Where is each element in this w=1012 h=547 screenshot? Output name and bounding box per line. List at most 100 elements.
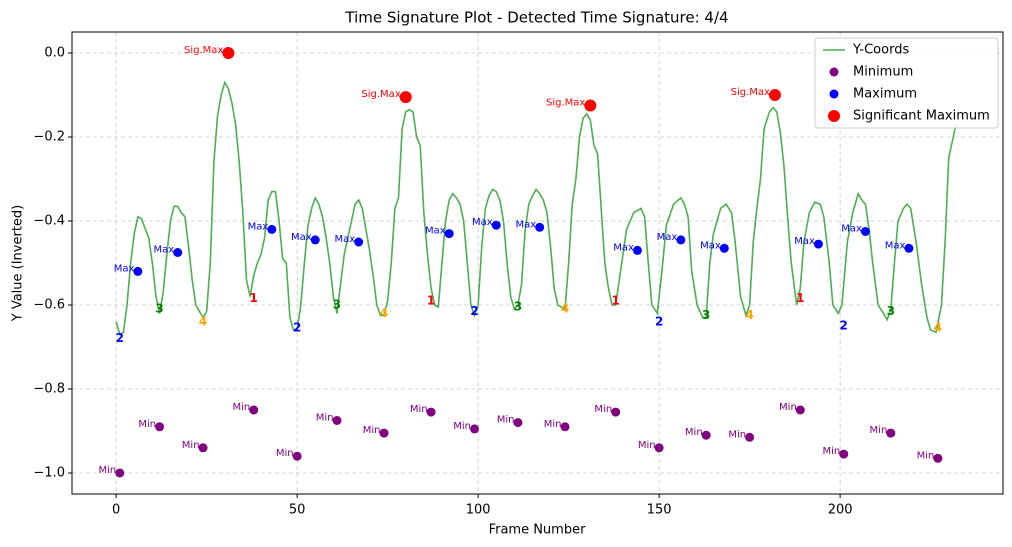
- point-label: Max: [334, 234, 355, 245]
- beat-label: 4: [934, 321, 942, 335]
- y-tick-label: −0.4: [33, 214, 65, 229]
- point-label: Max: [794, 236, 815, 247]
- point-label: Min: [453, 421, 471, 432]
- point-label: Min: [410, 404, 428, 415]
- point-label: Max: [841, 224, 862, 235]
- point-label: Max: [515, 219, 536, 230]
- legend-label: Maximum: [853, 87, 917, 102]
- point-label: Min: [138, 419, 156, 430]
- point-label: Sig.Max: [546, 98, 585, 109]
- beat-label: 2: [293, 321, 301, 335]
- x-tick-label: 150: [647, 503, 672, 518]
- beat-label: 4: [199, 314, 207, 328]
- point-label: Min: [497, 415, 515, 426]
- beat-label: 4: [745, 308, 753, 322]
- beat-label: 2: [655, 314, 663, 328]
- y-tick-label: −0.6: [33, 298, 65, 313]
- point-label: Min: [822, 446, 840, 457]
- data-point: [267, 224, 277, 234]
- x-tick-label: 100: [466, 503, 491, 518]
- point-label: Max: [425, 226, 446, 237]
- point-label: Min: [870, 425, 888, 436]
- data-point: [470, 424, 480, 434]
- data-point: [886, 428, 896, 438]
- point-label: Max: [154, 245, 175, 256]
- y-tick-label: 0.0: [44, 46, 65, 61]
- plot-frame: [71, 31, 1004, 495]
- data-point: [719, 243, 729, 253]
- point-label: Min: [316, 413, 334, 424]
- point-label: Min: [363, 425, 381, 436]
- point-label: Min: [917, 450, 935, 461]
- data-point: [155, 422, 165, 432]
- data-point: [632, 245, 642, 255]
- data-point: [115, 468, 125, 478]
- data-point: [426, 407, 436, 417]
- x-axis-label: Frame Number: [489, 523, 587, 538]
- data-point: [813, 239, 823, 249]
- point-label: Max: [885, 240, 906, 251]
- beat-label: 3: [333, 298, 341, 312]
- data-point: [399, 91, 412, 104]
- data-point: [745, 432, 755, 442]
- x-tick-label: 200: [828, 503, 853, 518]
- point-label: Max: [291, 232, 312, 243]
- point-label: Max: [700, 240, 721, 251]
- point-label: Sig.Max: [184, 45, 223, 56]
- data-point: [676, 235, 686, 245]
- y-axis-label: Y Value (Inverted): [11, 205, 26, 323]
- point-label: Min: [232, 402, 250, 413]
- point-label: Max: [613, 242, 634, 253]
- point-label: Min: [276, 448, 294, 459]
- chart-title: Time Signature Plot - Detected Time Sign…: [344, 9, 728, 27]
- data-point: [795, 405, 805, 415]
- beat-label: 3: [514, 300, 522, 314]
- beat-label: 3: [155, 302, 163, 316]
- data-point: [860, 227, 870, 236]
- data-point: [768, 89, 781, 101]
- beat-label: 2: [470, 304, 478, 318]
- data-point: [904, 243, 914, 253]
- point-label: Sig.Max: [361, 89, 400, 100]
- data-point: [584, 99, 597, 112]
- beat-label: 4: [380, 306, 388, 320]
- point-label: Min: [728, 429, 746, 440]
- legend-label: Significant Maximum: [853, 109, 990, 124]
- beat-label: 1: [796, 291, 804, 305]
- data-point: [133, 266, 143, 276]
- beat-label: 3: [887, 304, 895, 318]
- point-label: Min: [594, 404, 612, 415]
- data-point: [839, 449, 849, 459]
- point-label: Max: [248, 221, 269, 232]
- point-label: Min: [544, 419, 562, 430]
- data-point: [560, 422, 570, 432]
- legend-key: [829, 89, 839, 99]
- data-point: [249, 405, 259, 415]
- data-point: [354, 237, 364, 247]
- data-point: [701, 430, 711, 440]
- point-label: Max: [114, 263, 135, 274]
- data-point: [535, 222, 545, 232]
- data-point: [310, 235, 320, 245]
- legend: Y-Coords Minimum Maximum Significant Maximu…: [814, 37, 999, 129]
- x-tick-label: 50: [289, 503, 306, 518]
- data-point: [611, 407, 621, 417]
- point-label: Min: [182, 440, 200, 451]
- beat-label: 1: [250, 291, 258, 305]
- legend-key: [828, 110, 840, 122]
- y-tick-label: −0.2: [33, 130, 65, 145]
- data-point: [654, 443, 664, 453]
- beat-label: 1: [427, 293, 435, 307]
- point-label: Min: [638, 440, 656, 451]
- point-label: Max: [472, 217, 493, 228]
- data-point: [332, 416, 342, 425]
- data-point: [198, 443, 208, 453]
- beat-label: 2: [116, 331, 124, 345]
- point-label: Min: [779, 402, 797, 413]
- data-point: [491, 220, 501, 230]
- beat-label: 4: [561, 302, 569, 316]
- y-tick-label: −1.0: [33, 466, 65, 481]
- data-point: [933, 453, 943, 463]
- data-point: [173, 248, 183, 257]
